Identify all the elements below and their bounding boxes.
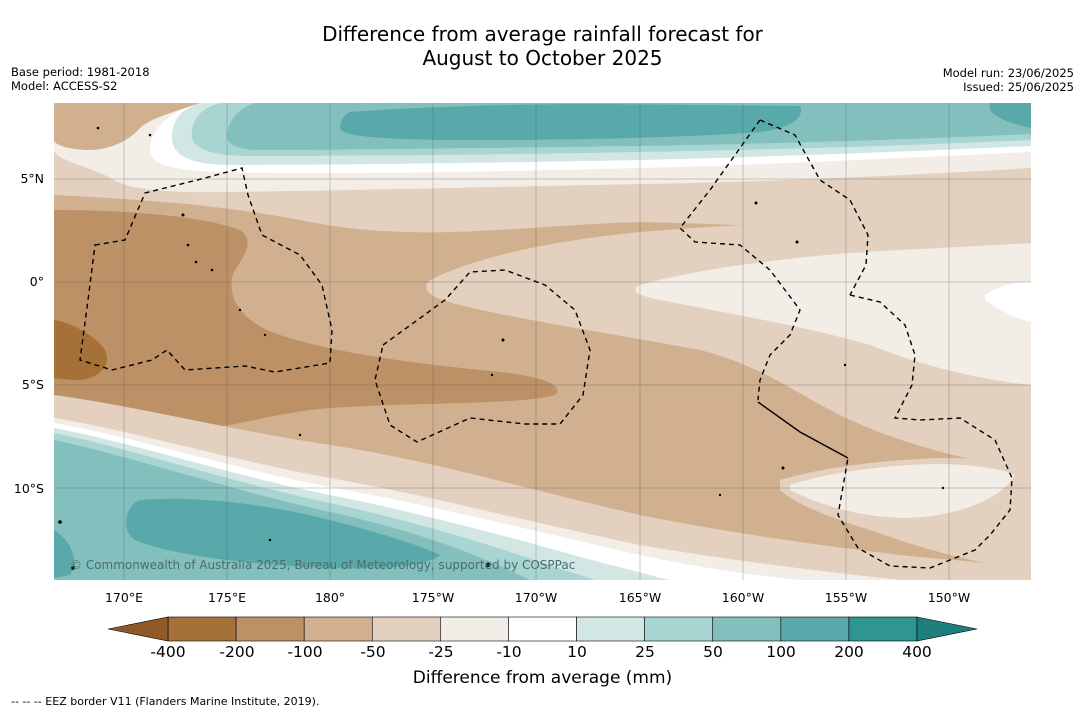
colorbar-tick-label: -25	[428, 643, 454, 661]
colorbar-tick-label: 50	[703, 643, 723, 661]
colorbar-tick-label: -400	[150, 643, 186, 661]
colorbar-box	[303, 616, 373, 642]
island	[843, 363, 847, 367]
island	[486, 563, 490, 567]
colorbar-high-extension	[916, 616, 978, 642]
lat-label-0: 0°	[29, 274, 44, 289]
colorbar-tick-label: 400	[902, 643, 932, 661]
issued-date: Issued: 25/06/2025	[963, 80, 1074, 94]
island	[941, 486, 945, 490]
island	[210, 268, 214, 272]
colorbar-boxes	[167, 616, 918, 642]
colorbar-tick-label: 10	[567, 643, 587, 661]
eez-border-solid-segment	[757, 401, 849, 459]
colorbar-box	[780, 616, 850, 642]
lon-label-175w: 175°W	[411, 590, 455, 605]
island	[268, 538, 272, 542]
island	[58, 520, 62, 524]
map-title: Difference from average rainfall forecas…	[0, 22, 1085, 70]
lon-label-150w: 150°W	[927, 590, 971, 605]
copyright-notice: © Commonwealth of Australia 2025, Bureau…	[70, 558, 576, 572]
model-run: Model run: 23/06/2025	[942, 66, 1074, 80]
island	[71, 566, 75, 570]
graticule	[54, 103, 1031, 580]
meta-right: Model run: 23/06/2025 Issued: 25/06/2025	[943, 66, 1074, 94]
title-line-2: August to October 2025	[422, 46, 663, 70]
map-fields	[54, 103, 1031, 580]
islands	[58, 126, 945, 570]
meta-left: Base period: 1981-2018 Model: ACCESS-S2	[11, 65, 150, 93]
north-band-pos200-east	[990, 103, 1031, 128]
colorbar-box	[440, 616, 509, 642]
south-band-pos200-west	[54, 530, 75, 578]
island	[781, 466, 785, 470]
model-name: Model: ACCESS-S2	[11, 79, 118, 93]
colorbar-tick-label: -200	[219, 643, 255, 661]
island	[238, 308, 242, 312]
colorbar-low-extension	[107, 616, 169, 642]
lon-label-170e: 170°E	[104, 590, 143, 605]
colorbar-box	[848, 616, 918, 642]
central-dry-neg200	[54, 210, 558, 431]
lon-label-175e: 175°E	[207, 590, 246, 605]
lat-label-5s: 5°S	[21, 377, 44, 392]
island	[754, 201, 758, 205]
colorbar-box	[167, 616, 237, 642]
colorbar-box	[644, 616, 714, 642]
colorbar-title: Difference from average (mm)	[412, 668, 673, 688]
south-band-pos200	[125, 498, 440, 569]
island	[148, 133, 152, 137]
colorbar-tick-label: 100	[766, 643, 796, 661]
island	[263, 333, 267, 337]
eez-border-kiribati-phoenix	[374, 269, 591, 443]
island	[194, 260, 198, 264]
north-band-pos200	[340, 104, 801, 140]
east-tongue-white	[985, 282, 1031, 322]
colorbar-box	[508, 616, 577, 642]
island	[718, 493, 722, 497]
colorbar-box	[712, 616, 782, 642]
island	[186, 243, 190, 247]
eez-border-kiribati-line	[759, 119, 869, 296]
colorbar-tick-label: -10	[496, 643, 522, 661]
lon-label-170w: 170°W	[514, 590, 558, 605]
colorbar-box	[235, 616, 305, 642]
island	[795, 240, 799, 244]
central-dry-neg400	[54, 320, 108, 380]
base-period: Base period: 1981-2018	[11, 65, 150, 79]
colorbar-tick-label: 25	[635, 643, 655, 661]
colorbar-box	[576, 616, 645, 642]
lon-label-155w: 155°W	[824, 590, 868, 605]
lon-label-180: 180°	[314, 590, 346, 605]
island	[501, 338, 505, 342]
island	[490, 373, 494, 377]
colorbar-tick-label: 200	[834, 643, 864, 661]
title-line-1: Difference from average rainfall forecas…	[322, 22, 763, 46]
island	[181, 213, 185, 217]
island	[96, 126, 100, 130]
eez-legend-note: -- -- -- EEZ border V11 (Flanders Marine…	[11, 695, 320, 708]
lon-label-160w: 160°W	[721, 590, 765, 605]
lat-label-10s: 10°S	[13, 481, 44, 496]
island	[298, 433, 302, 437]
eez-borders	[79, 119, 1013, 569]
east-tongue-neg25	[635, 243, 1031, 385]
eez-border-line-islands-west	[679, 119, 801, 401]
colorbar-tick-label: -50	[360, 643, 386, 661]
north-west-dry-patch	[54, 103, 200, 150]
lat-label-5n: 5°N	[20, 171, 44, 186]
colorbar-tick-label: -100	[287, 643, 323, 661]
colorbar-box	[371, 616, 441, 642]
lon-label-165w: 165°W	[618, 590, 662, 605]
